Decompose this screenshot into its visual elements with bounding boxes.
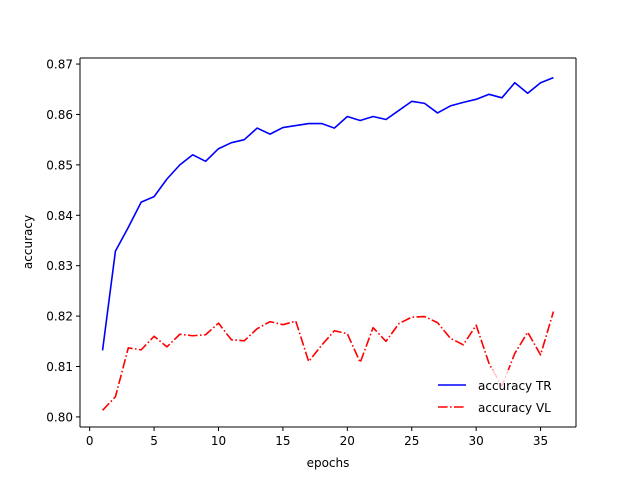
x-tick-label: 15 [275,434,290,448]
x-tick-label: 35 [533,434,548,448]
y-tick-label: 0.87 [46,58,73,72]
axes-frame [79,57,577,428]
y-axis-label: accuracy [21,215,35,269]
y-tick-label: 0.83 [46,259,73,273]
legend: accuracy TR accuracy VL [430,370,570,420]
series-line-accuracy-vl [101,311,555,411]
y-axis-ticks: 0.80 0.81 0.82 0.83 0.84 0.85 0.86 0.87 [46,58,80,424]
y-tick-label: 0.81 [46,360,73,374]
x-tick-label: 25 [404,434,419,448]
x-tick-label: 10 [211,434,226,448]
legend-label-tr: accuracy TR [478,379,552,393]
series-line-accuracy-tr [101,76,554,351]
x-axis-label: epochs [307,456,350,470]
plot-area [80,58,576,427]
y-tick-label: 0.82 [46,310,73,324]
x-tick-label: 5 [150,434,158,448]
y-tick-label: 0.85 [46,158,73,172]
y-tick-label: 0.86 [46,108,73,122]
x-tick-label: 20 [340,434,355,448]
y-tick-label: 0.84 [46,209,73,223]
legend-box [430,370,570,420]
x-axis-ticks: 0 5 10 15 20 25 30 35 [86,427,548,448]
y-tick-label: 0.80 [46,410,73,424]
series-layer [101,76,555,411]
x-tick-label: 0 [86,434,94,448]
x-tick-label: 30 [469,434,484,448]
legend-label-vl: accuracy VL [478,401,551,415]
